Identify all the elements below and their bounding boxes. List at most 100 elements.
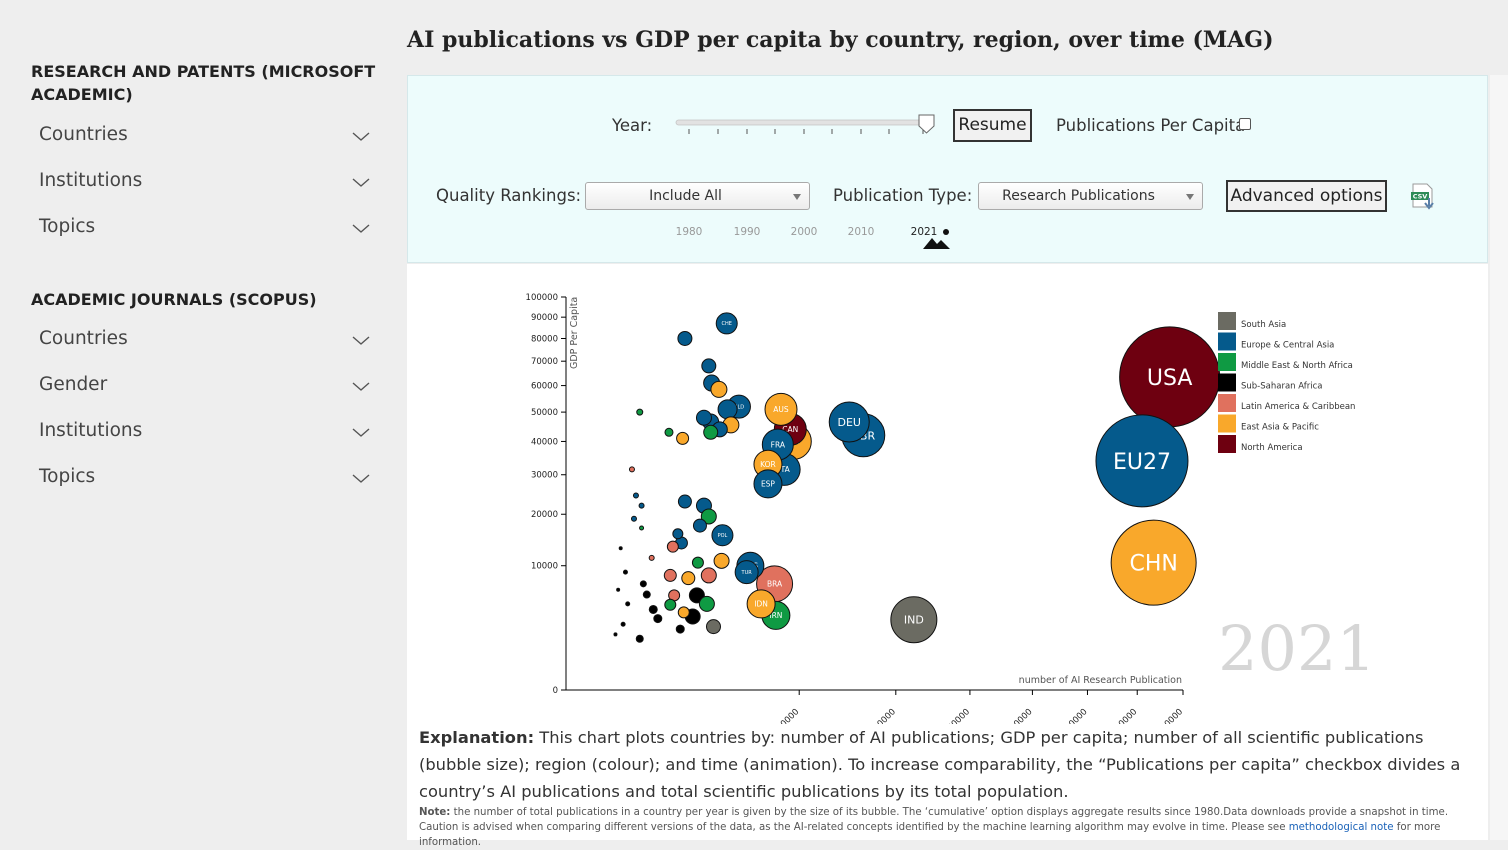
- pubtype-label: Publication Type:: [833, 186, 973, 205]
- bubble[interactable]: [705, 619, 721, 635]
- bubble[interactable]: [630, 515, 637, 522]
- bubble-che[interactable]: [715, 312, 738, 335]
- bubble-label: BRA: [767, 580, 783, 589]
- controls-panel: Year: 1980 1990 2000 2010 2021 Resume Pu…: [407, 75, 1488, 263]
- bubble[interactable]: [677, 330, 693, 346]
- bubble[interactable]: [628, 466, 635, 473]
- bubble[interactable]: [677, 494, 692, 509]
- bubble-label: NLD: [734, 404, 745, 410]
- year-slider[interactable]: [672, 112, 952, 136]
- sidebar-item-institutions[interactable]: Institutions: [31, 164, 371, 204]
- bubble[interactable]: [620, 621, 626, 627]
- bubble[interactable]: [681, 571, 696, 586]
- bubble[interactable]: [700, 508, 717, 525]
- csv-download-icon[interactable]: CSV: [1411, 183, 1439, 211]
- bubble[interactable]: [664, 598, 677, 611]
- bubble-ind[interactable]: [890, 596, 938, 644]
- bubble[interactable]: [648, 554, 655, 561]
- bubble[interactable]: [700, 567, 717, 584]
- bubble-eu27[interactable]: [1095, 414, 1189, 508]
- bubble-aus[interactable]: [764, 392, 798, 426]
- sidebar-item-scopus-institutions[interactable]: Institutions: [31, 414, 371, 454]
- x-tick-label: 120000: [1109, 707, 1139, 724]
- quality-select[interactable]: Include All: [585, 182, 810, 210]
- bubble-esp[interactable]: [753, 469, 783, 499]
- year-tick-label: 1990: [733, 226, 761, 238]
- bubble[interactable]: [698, 595, 715, 612]
- bubble[interactable]: [675, 624, 685, 634]
- bubble[interactable]: [639, 580, 647, 588]
- y-tick-label: 30000: [531, 471, 558, 481]
- bubble[interactable]: [672, 528, 684, 540]
- bubble[interactable]: [636, 408, 644, 416]
- year-tick-label: 1980: [675, 226, 703, 238]
- year-slider-track[interactable]: [675, 119, 935, 126]
- bubble-label: CAN: [782, 425, 798, 434]
- bubble[interactable]: [676, 431, 690, 445]
- y-tick-label: 0: [553, 686, 558, 696]
- bubble-chn[interactable]: [1110, 519, 1197, 606]
- bubble[interactable]: [648, 604, 658, 614]
- bubble-label: ESP: [761, 480, 775, 489]
- y-tick-label: 40000: [531, 437, 558, 447]
- explanation-label: Explanation:: [419, 728, 535, 747]
- bubble[interactable]: [664, 427, 674, 437]
- bubble-idn[interactable]: [746, 589, 776, 619]
- bubble[interactable]: [717, 399, 738, 420]
- sidebar-item-countries[interactable]: Countries: [31, 118, 371, 158]
- bubble-label: CHN: [1129, 552, 1177, 577]
- legend-label: East Asia & Pacific: [1241, 423, 1319, 433]
- quality-value: Include All: [649, 188, 722, 204]
- bubble[interactable]: [663, 568, 677, 582]
- bubble-label: USA: [1147, 366, 1193, 391]
- y-tick-label: 20000: [531, 510, 558, 520]
- y-tick-label: 60000: [531, 382, 558, 392]
- bubble[interactable]: [710, 380, 728, 398]
- bubble[interactable]: [666, 540, 679, 553]
- bubble[interactable]: [639, 525, 645, 531]
- bubble[interactable]: [625, 601, 631, 607]
- image-download-icon[interactable]: [922, 226, 952, 252]
- note-text: Note: the number of total publications i…: [419, 805, 1479, 850]
- bubble[interactable]: [677, 606, 690, 619]
- pubtype-select[interactable]: Research Publications: [978, 182, 1203, 210]
- sidebar-item-topics[interactable]: Topics: [31, 210, 371, 250]
- bubble[interactable]: [618, 546, 623, 551]
- bubble[interactable]: [701, 358, 717, 374]
- bubble[interactable]: [703, 424, 719, 440]
- legend-label: Europe & Central Asia: [1241, 341, 1334, 351]
- bubble[interactable]: [632, 492, 639, 499]
- legend-swatch: [1218, 394, 1236, 412]
- methodological-note-link[interactable]: methodological note: [1288, 822, 1394, 833]
- scrollbar[interactable]: [1490, 75, 1508, 840]
- bubble[interactable]: [613, 632, 618, 637]
- bubble[interactable]: [691, 556, 704, 569]
- resume-button[interactable]: Resume: [953, 109, 1032, 142]
- year-slider-handle[interactable]: [918, 114, 935, 134]
- y-tick-label: 80000: [531, 334, 558, 344]
- bubble-label: ITA: [778, 465, 790, 474]
- bubble[interactable]: [692, 518, 707, 533]
- sidebar-item-gender[interactable]: Gender: [31, 368, 371, 408]
- bubble[interactable]: [713, 552, 730, 569]
- advanced-options-button[interactable]: Advanced options: [1226, 180, 1387, 212]
- bubble[interactable]: [653, 614, 663, 624]
- bubble-pol[interactable]: [711, 524, 734, 547]
- page-title: AI publications vs GDP per capita by cou…: [407, 27, 1274, 53]
- bubble-tur[interactable]: [734, 560, 759, 585]
- bubble-deu[interactable]: [828, 401, 870, 443]
- sidebar-item-scopus-countries[interactable]: Countries: [31, 322, 371, 362]
- bubble[interactable]: [642, 590, 651, 599]
- bubble[interactable]: [695, 409, 712, 426]
- bubble[interactable]: [622, 569, 628, 575]
- bubble[interactable]: [635, 634, 644, 643]
- bubble-label: FRA: [771, 440, 786, 449]
- y-tick-label: 100000: [526, 293, 558, 303]
- bubble[interactable]: [616, 587, 621, 592]
- note-body: the number of total publications in a co…: [419, 807, 1449, 833]
- sidebar-item-scopus-topics[interactable]: Topics: [31, 460, 371, 500]
- legend-swatch: [1218, 435, 1236, 453]
- per-capita-checkbox[interactable]: [1239, 118, 1251, 130]
- bubble[interactable]: [638, 502, 645, 509]
- dropdown-arrow-icon: [1186, 194, 1194, 200]
